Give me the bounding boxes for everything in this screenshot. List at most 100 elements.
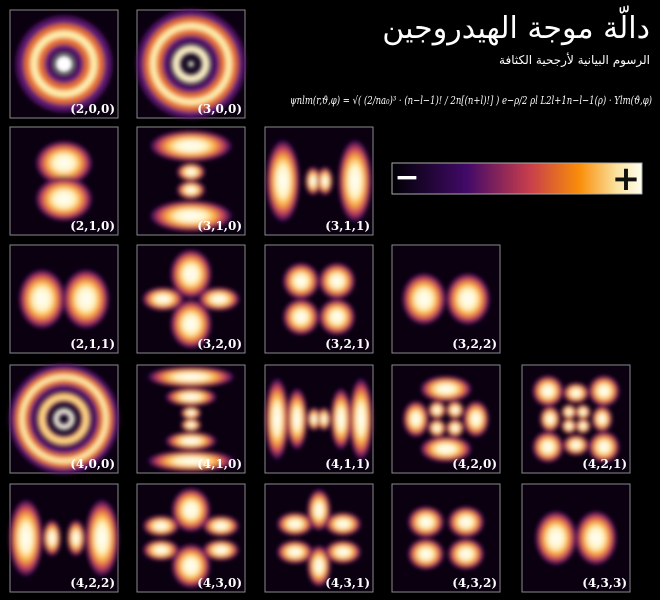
formula: ψnlm(r,ϑ,φ) = √( (2/na₀)³ · (n−l−1)! / 2… (290, 94, 652, 107)
panel-label: (4,3,3) (582, 576, 627, 590)
orbital-panel: (4,3,3) (521, 483, 631, 593)
orbital-density (265, 137, 373, 225)
orbital-panel: (4,3,2) (391, 483, 501, 593)
density-lobe (145, 366, 237, 388)
density-lobe (401, 272, 447, 326)
density-lobe (560, 403, 578, 421)
density-lobe (169, 298, 213, 350)
density-lobe (17, 267, 67, 331)
orbital-density (407, 505, 485, 571)
orbital-panel: (2,0,0) (9, 9, 119, 119)
panel-label: (4,2,2) (70, 576, 115, 590)
orbital-panel: (2,1,1) (9, 244, 119, 354)
orbital-density (401, 272, 491, 326)
density-core (188, 61, 194, 67)
panel-label: (2,1,1) (70, 337, 115, 351)
density-lobe (180, 418, 202, 432)
density-lobe (276, 511, 314, 537)
density-lobe (276, 539, 314, 565)
panel-label: (3,0,0) (197, 102, 242, 116)
density-lobe (574, 509, 618, 567)
subtitle: الرسوم البيانية لأرجحية الكثافة (499, 52, 650, 68)
density-lobe (316, 166, 334, 196)
panel-label: (3,2,2) (452, 337, 497, 351)
panel-background (391, 483, 501, 593)
density-lobe (317, 406, 331, 432)
density-lobe (147, 129, 235, 163)
density-lobe (560, 417, 578, 435)
density-lobe (176, 180, 206, 200)
orbital-panel: (3,2,1) (264, 244, 374, 354)
density-lobe (282, 298, 320, 336)
orbital-panel: (4,3,0) (136, 483, 246, 593)
orbital-panel: (3,1,1) (264, 126, 374, 236)
density-lobe (445, 272, 491, 326)
density-lobe (180, 406, 202, 420)
orbital-density (402, 375, 490, 463)
orbital-density (17, 267, 111, 331)
density-lobe (142, 539, 180, 561)
panel-label: (3,1,1) (325, 219, 370, 233)
panel-label: (4,1,0) (197, 457, 242, 471)
density-lobe (141, 286, 185, 312)
orbital-density (34, 140, 94, 222)
density-lobe (407, 537, 445, 571)
density-ring-core (150, 23, 232, 105)
density-lobe (264, 375, 290, 463)
density-ring-core (19, 374, 109, 464)
density-lobe (324, 539, 362, 565)
orbital-panel: (3,0,0) (136, 9, 246, 119)
density-lobe (307, 406, 321, 432)
density-lobe (145, 450, 237, 472)
density-lobe (176, 162, 206, 182)
density-lobe (265, 137, 301, 225)
density-lobe (197, 286, 241, 312)
panel-label: (2,0,0) (70, 102, 115, 116)
density-lobe (84, 497, 120, 579)
orbital-panel: (2,1,0) (9, 126, 119, 236)
density-lobe (170, 487, 212, 533)
density-lobe (147, 199, 235, 233)
density-lobe (574, 417, 592, 435)
colorbar-min-label: − (394, 160, 419, 195)
orbital-density (8, 497, 120, 579)
density-lobe (445, 400, 465, 420)
orbital-density (282, 262, 356, 336)
orbital-density (264, 375, 374, 463)
density-lobe (202, 515, 240, 537)
orbital-panel: (4,2,0) (391, 364, 501, 474)
density-lobe (164, 431, 218, 451)
density-lobe (562, 382, 590, 404)
panel-label: (3,2,1) (325, 337, 370, 351)
density-lobe (330, 386, 352, 452)
panel-label: (3,2,0) (197, 337, 242, 351)
density-ring-core (40, 395, 88, 443)
orbital-panel: (4,1,0) (136, 364, 246, 474)
density-lobe (8, 497, 44, 579)
density-lobe (66, 519, 86, 557)
panel-label: (4,3,2) (452, 576, 497, 590)
density-lobe (445, 418, 465, 438)
orbital-density (531, 374, 621, 464)
density-lobe (462, 400, 490, 438)
title: دالّة موجة الهيدروجين (382, 5, 650, 46)
panel-label: (4,2,0) (452, 457, 497, 471)
density-lobe (348, 375, 374, 463)
orbital-density (16, 16, 112, 112)
density-lobe (419, 435, 473, 463)
density-lobe (286, 386, 308, 452)
density-lobe (304, 166, 322, 196)
density-lobe (61, 267, 111, 331)
density-lobe (169, 248, 213, 300)
orbital-density (142, 487, 240, 589)
orbital-density (145, 366, 237, 472)
density-lobe (591, 405, 613, 433)
density-lobe (402, 400, 430, 438)
panel-label: (3,1,0) (197, 219, 242, 233)
density-lobe (34, 140, 94, 186)
density-lobe (282, 262, 320, 300)
panel-label: (4,3,1) (325, 576, 370, 590)
density-lobe (318, 298, 356, 336)
density-ring-core (30, 30, 98, 98)
